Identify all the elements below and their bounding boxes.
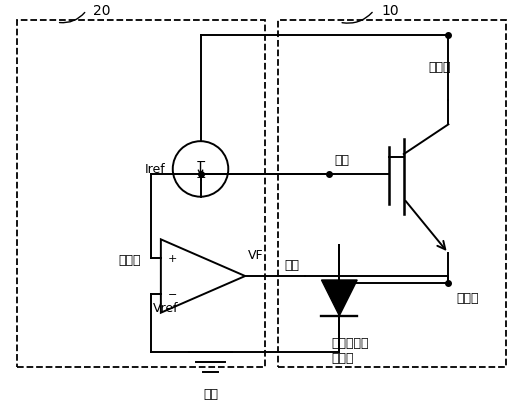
- Text: VF: VF: [248, 248, 264, 261]
- Text: 比较器: 比较器: [119, 253, 141, 266]
- Text: 二极管: 二极管: [332, 352, 354, 365]
- Text: 发射极: 发射极: [457, 292, 479, 305]
- Text: 栅极: 栅极: [334, 153, 349, 166]
- Text: −: −: [195, 155, 206, 168]
- Text: 集电极: 集电极: [428, 61, 451, 74]
- Text: 阴极: 阴极: [203, 387, 218, 400]
- Text: −: −: [168, 289, 177, 299]
- Text: 温度传感器: 温度传感器: [332, 336, 369, 349]
- Text: 阳极: 阳极: [285, 258, 300, 271]
- Text: Vref: Vref: [153, 301, 178, 314]
- Text: Iref: Iref: [145, 163, 166, 176]
- Polygon shape: [322, 280, 357, 316]
- Text: 10: 10: [381, 4, 399, 18]
- Text: +: +: [168, 254, 177, 264]
- Text: 20: 20: [94, 4, 111, 18]
- Text: +: +: [195, 171, 206, 184]
